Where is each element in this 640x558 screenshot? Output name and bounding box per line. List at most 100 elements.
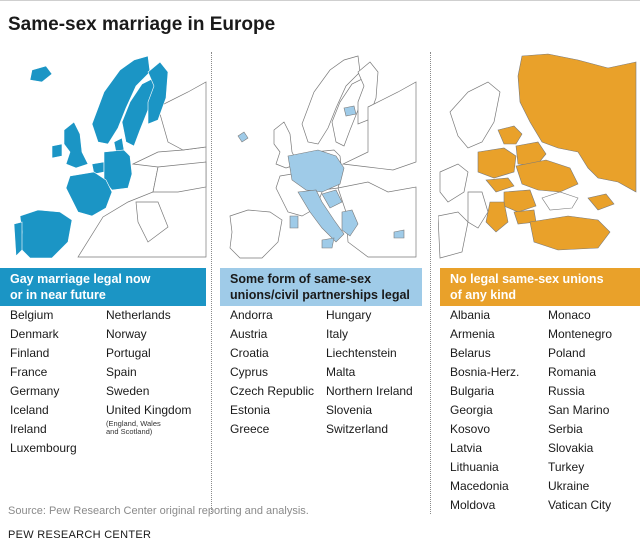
- legend-line-2: of any kind: [450, 288, 516, 302]
- marriage-list-col-1: Belgium Denmark Finland France Germany I…: [10, 306, 77, 458]
- shape-black-sea: [541, 191, 579, 211]
- country-label: Andorra: [230, 308, 273, 322]
- shape-turkey: [529, 215, 611, 251]
- shape-baltics: [497, 125, 523, 145]
- country-label: Belarus: [450, 346, 491, 360]
- legend-civil-partnerships: Some form of same-sex unions/civil partn…: [220, 268, 422, 306]
- country-label: Bosnia-Herz.: [450, 365, 520, 379]
- country-label: Monaco: [548, 308, 591, 322]
- shape-uk: [63, 121, 89, 169]
- divider-2: [430, 52, 431, 514]
- country-label: Belgium: [10, 308, 54, 322]
- country-label: United Kingdom: [106, 403, 192, 417]
- country-label: Romania: [548, 365, 597, 379]
- country-label: Lithuania: [450, 460, 499, 474]
- shape-finland: [147, 61, 169, 125]
- country-label: Macedonia: [450, 479, 509, 493]
- country-label: San Marino: [548, 403, 610, 417]
- country-label: Russia: [548, 384, 585, 398]
- uk-note-line-1: (England, Wales: [106, 419, 161, 428]
- shape-caucasus: [587, 193, 615, 211]
- country-label: Poland: [548, 346, 586, 360]
- shape-norway: [91, 55, 151, 145]
- no-unions-list-col-2: Monaco Montenegro Poland Romania Russia …: [548, 306, 612, 515]
- country-label: Liechtenstein: [326, 346, 397, 360]
- country-label: Finland: [10, 346, 50, 360]
- country-label: Portugal: [106, 346, 151, 360]
- country-label: Cyprus: [230, 365, 269, 379]
- shape-ireland: [51, 143, 63, 159]
- partnership-list-col-2: Hungary Italy Liechtenstein Malta Northe…: [326, 306, 413, 439]
- page-title: Same-sex marriage in Europe: [8, 14, 276, 35]
- shape-romania: [503, 189, 537, 213]
- country-label: Hungary: [326, 308, 372, 322]
- country-label: Switzerland: [326, 422, 389, 436]
- map-marriage-legal: [8, 52, 208, 262]
- shape-germany: [103, 149, 133, 191]
- country-label: Ireland: [10, 422, 47, 436]
- uk-note-line-2: and Scotland): [106, 427, 153, 436]
- country-label: Ukraine: [548, 479, 590, 493]
- legend-marriage-legal: Gay marriage legal now or in near future: [0, 268, 206, 306]
- shape-central-europe: [287, 149, 345, 193]
- country-label: Sweden: [106, 384, 150, 398]
- legend-line-1: Gay marriage legal now: [10, 272, 151, 286]
- shape-slovakia: [485, 177, 515, 193]
- shape-croatia: [321, 189, 343, 209]
- country-label: Latvia: [450, 441, 483, 455]
- shape-estonia: [343, 105, 357, 117]
- country-label: Albania: [450, 308, 491, 322]
- country-label: Italy: [326, 327, 349, 341]
- country-label: Netherlands: [106, 308, 171, 322]
- shape-france: [65, 171, 113, 217]
- country-label: Germany: [10, 384, 60, 398]
- country-label: Armenia: [450, 327, 495, 341]
- divider-1: [211, 52, 212, 514]
- shape-sicily: [321, 237, 335, 249]
- country-label: Northern Ireland: [326, 384, 413, 398]
- country-label: Kosovo: [450, 422, 491, 436]
- country-label: Norway: [106, 327, 147, 341]
- country-label: Czech Republic: [230, 384, 315, 398]
- country-label: Greece: [230, 422, 270, 436]
- shape-poland: [477, 147, 517, 179]
- country-label: Spain: [106, 365, 137, 379]
- country-label: France: [10, 365, 48, 379]
- country-label: Iceland: [10, 403, 49, 417]
- country-label: Croatia: [230, 346, 269, 360]
- partnership-list-col-1: Andorra Austria Croatia Cyprus Czech Rep…: [230, 306, 314, 439]
- legend-line-1: Some form of same-sex: [230, 272, 372, 286]
- shape-russia: [517, 53, 637, 193]
- shape-ukraine: [515, 159, 579, 193]
- shape-portugal: [13, 221, 23, 257]
- legend-line-2: or in near future: [10, 288, 106, 302]
- legend-line-2: unions/civil partnerships legal: [230, 288, 410, 302]
- country-label: Serbia: [548, 422, 583, 436]
- shape-sardinia: [289, 215, 299, 229]
- country-label: Austria: [230, 327, 268, 341]
- shape-balkans: [485, 201, 509, 233]
- country-label: Slovenia: [326, 403, 373, 417]
- top-rule: [0, 0, 640, 1]
- country-label: Montenegro: [548, 327, 613, 341]
- shape-northern-ireland: [237, 131, 249, 143]
- source-note: Source: Pew Research Center original rep…: [8, 505, 309, 517]
- legend-no-legal-unions: No legal same-sex unions of any kind: [440, 268, 640, 306]
- country-label: Turkey: [548, 460, 585, 474]
- country-label: Vatican City: [548, 498, 612, 512]
- shape-spain: [19, 209, 73, 259]
- shape-cyprus: [393, 229, 405, 239]
- country-label: Moldova: [450, 498, 496, 512]
- map-no-legal-unions: [438, 52, 638, 262]
- country-label: Bulgaria: [450, 384, 495, 398]
- shape-iceland: [29, 65, 53, 83]
- country-label: Denmark: [10, 327, 59, 341]
- country-label: Estonia: [230, 403, 271, 417]
- legend-line-1: No legal same-sex unions: [450, 272, 604, 286]
- credit-label: PEW RESEARCH CENTER: [8, 529, 152, 541]
- shape-greece: [341, 209, 359, 237]
- shape-belarus: [515, 141, 547, 167]
- marriage-list-col-2: Netherlands Norway Portugal Spain Sweden…: [106, 306, 191, 436]
- shape-italy: [297, 189, 345, 243]
- country-label: Luxembourg: [10, 441, 77, 455]
